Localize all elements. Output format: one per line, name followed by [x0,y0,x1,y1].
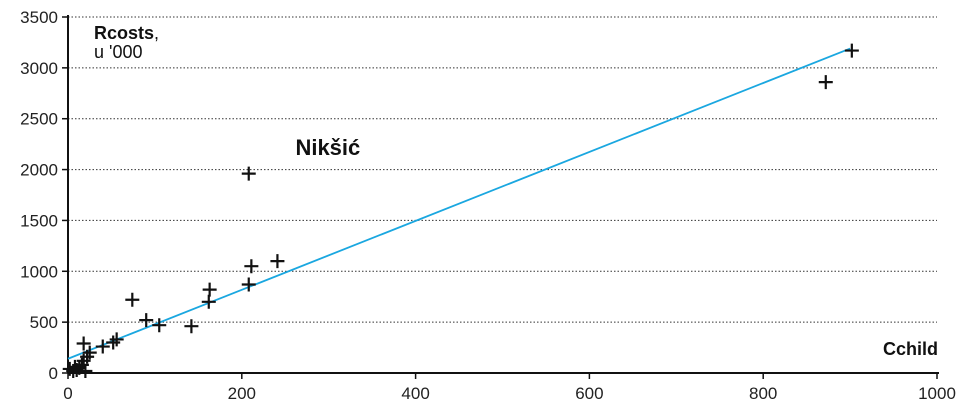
y-tick-label: 2000 [20,161,58,180]
y-axis-title-bold: Rcosts [94,23,154,43]
y-tick-label: 0 [49,364,58,383]
x-tick-label: 800 [749,384,777,403]
data-point [244,259,259,274]
data-point [82,345,97,360]
data-points [62,43,859,378]
data-point [270,254,285,269]
data-point [818,75,833,90]
x-tick-label: 1000 [918,384,956,403]
y-tick-label: 3000 [20,59,58,78]
x-axis-title: Cchild [883,339,938,359]
trend-line [67,47,851,360]
data-point [72,360,87,375]
x-tick-label: 400 [401,384,429,403]
data-point [152,318,167,333]
data-point [95,339,110,354]
data-point [201,294,216,309]
y-tick-label: 3500 [20,8,58,27]
y-tick-label: 500 [30,313,58,332]
grid-lines [68,16,937,323]
data-point [109,332,124,347]
y-axis-title-comma: , [154,23,159,43]
y-axis-title: Rcosts, [94,23,159,43]
data-point [78,363,93,378]
y-axis-unit: u '000 [94,42,142,62]
y-tick-label: 2500 [20,110,58,129]
x-tick-label: 600 [575,384,603,403]
data-point [184,319,199,334]
data-point [202,282,217,297]
data-point [125,292,140,307]
x-tick-label: 0 [63,384,72,403]
data-point [241,166,256,181]
y-tick-label: 1000 [20,262,58,281]
data-point [106,335,121,350]
x-tick-group: 0 200 400 600 800 1000 [63,373,956,403]
data-point [76,336,91,351]
y-tick-group: 0 500 1000 1500 2000 2500 3000 3500 [20,8,68,383]
data-point [241,277,256,292]
x-tick-label: 200 [228,384,256,403]
data-point [139,313,154,328]
y-tick-label: 1500 [20,211,58,230]
annotation-label: Nikšić [295,135,360,160]
data-point [844,43,859,58]
